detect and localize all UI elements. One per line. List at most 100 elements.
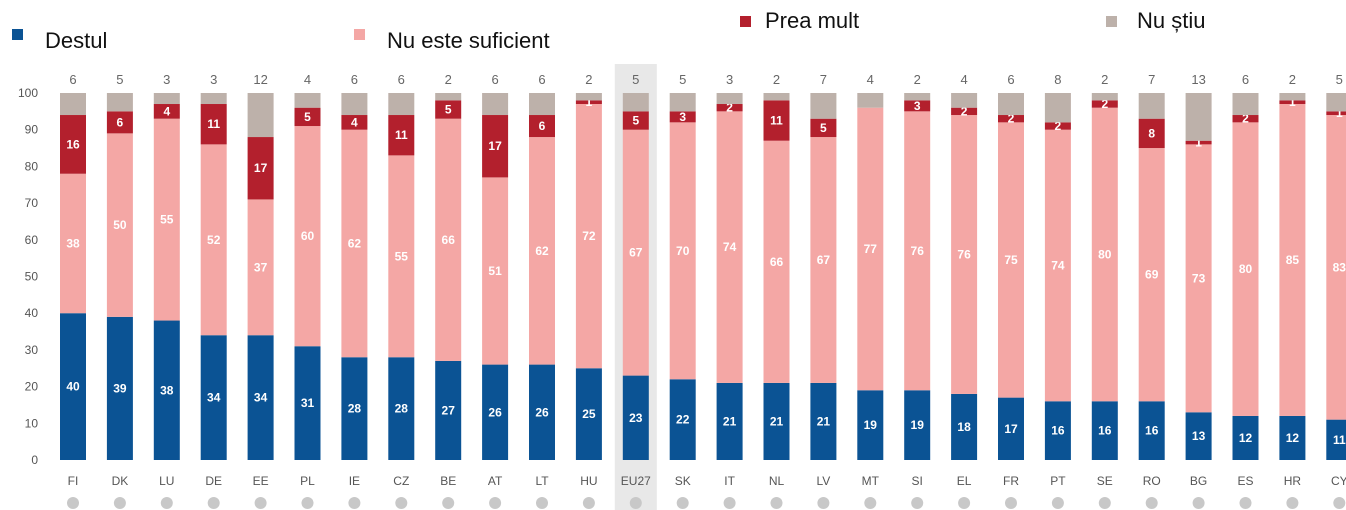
bar-segment-nu-tiu-fr [998, 93, 1024, 116]
data-label-dk-2: 6 [117, 115, 124, 129]
data-label-es-1: 80 [1239, 262, 1253, 276]
y-tick-label: 20 [25, 380, 39, 394]
bar-segment-prea-mult-it [716, 104, 743, 112]
bar-segment-nu-tiu-cy [1326, 93, 1346, 112]
bar-segment-destul-si [904, 390, 931, 460]
bar-segment-prea-mult-fr [998, 115, 1024, 123]
flag-icon-de [207, 497, 220, 509]
bar-segment-prea-mult-si [904, 100, 931, 112]
top-label-hu: 2 [585, 72, 592, 87]
bar-segment-nu-este-suficient-cy [1326, 115, 1346, 420]
bar-segment-destul-lv [810, 382, 837, 460]
top-label-lv: 7 [820, 72, 827, 87]
data-label-at-1: 51 [488, 264, 502, 278]
data-label-es-2: 2 [1242, 112, 1249, 126]
data-label-cz-1: 55 [395, 249, 409, 263]
category-label-be: BE [440, 474, 456, 488]
bar-segment-nu-tiu-eu27 [622, 93, 649, 112]
data-label-ro-2: 8 [1148, 126, 1155, 140]
legend-item-nu-stiu: Nu știu [1106, 8, 1205, 34]
bar-segment-nu-tiu-hr [1279, 93, 1306, 101]
flag-icon-pl [301, 497, 314, 509]
bar-segment-nu-tiu-it [716, 93, 743, 105]
bar-segment-nu-este-suficient-lt [529, 137, 555, 365]
bar-segment-destul-es [1232, 415, 1259, 460]
flag-icon-mt [864, 497, 877, 509]
bar-segment-nu-este-suficient-eu27 [622, 129, 649, 376]
bar-segment-nu-tiu-ee [247, 93, 274, 138]
data-label-fr-2: 2 [1008, 112, 1015, 126]
bar-segment-prea-mult-pt [1044, 122, 1071, 130]
y-tick-label: 70 [25, 196, 39, 210]
data-label-mt-0: 19 [864, 418, 878, 432]
top-label-pt: 8 [1054, 72, 1061, 87]
bar-segment-nu-tiu-mt [857, 93, 884, 108]
data-label-it-0: 21 [723, 414, 737, 428]
flag-icon-es [1239, 497, 1252, 509]
data-label-ee-0: 34 [254, 391, 268, 405]
data-label-at-2: 17 [488, 139, 502, 153]
y-tick-label: 80 [25, 159, 39, 173]
data-label-se-0: 16 [1098, 424, 1112, 438]
legend-swatch-destul [12, 28, 23, 40]
bar-segment-prea-mult-lt [529, 115, 555, 138]
bar-segment-prea-mult-ro [1138, 118, 1165, 149]
bar-segment-prea-mult-at [482, 115, 509, 178]
top-label-dk: 5 [116, 72, 123, 87]
data-label-sk-2: 3 [679, 110, 686, 124]
top-label-be: 2 [445, 72, 452, 87]
bar-segment-nu-tiu-pl [294, 93, 321, 108]
bar-segment-nu-tiu-bg [1185, 93, 1212, 141]
flag-icon-fr [1005, 497, 1017, 509]
bar-segment-nu-este-suficient-pl [294, 126, 321, 347]
data-label-ee-1: 37 [254, 260, 268, 274]
data-label-de-0: 34 [207, 391, 221, 405]
data-label-es-0: 12 [1239, 431, 1253, 445]
bar-segment-destul-eu27 [622, 375, 649, 460]
data-label-pt-2: 2 [1055, 119, 1062, 133]
data-label-lu-2: 4 [163, 104, 170, 118]
bar-segment-prea-mult-eu27 [622, 111, 649, 130]
data-label-nl-1: 66 [770, 255, 784, 269]
flag-icon-si [911, 497, 924, 509]
category-label-it: IT [724, 474, 735, 488]
top-label-nl: 2 [773, 72, 780, 87]
flag-icon-lt [536, 497, 548, 509]
bar-segment-nu-tiu-el [951, 93, 978, 108]
bar-segment-prea-mult-hu [575, 100, 602, 105]
flag-icon-lv [817, 497, 830, 509]
category-label-de: DE [205, 474, 222, 488]
data-label-hr-1: 85 [1286, 253, 1300, 267]
bar-segment-nu-tiu-cz [388, 93, 415, 116]
bar-segment-nu-este-suficient-ie [341, 129, 368, 358]
flag-icon-sk [676, 497, 689, 509]
data-label-hr-0: 12 [1286, 431, 1300, 445]
bar-segment-destul-sk [669, 379, 696, 460]
data-label-de-2: 11 [207, 117, 220, 131]
top-label-bg: 13 [1191, 72, 1205, 87]
legend-label-nu-stiu: Nu știu [1137, 8, 1206, 33]
bar-segment-destul-hu [575, 368, 602, 460]
data-label-bg-1: 73 [1192, 271, 1206, 285]
bar-segment-destul-cy [1326, 419, 1346, 460]
data-label-ee-2: 17 [254, 161, 268, 175]
category-label-sk: SK [675, 474, 691, 488]
category-label-at: AT [488, 474, 503, 488]
category-label-si: SI [912, 474, 923, 488]
y-tick-label: 90 [25, 123, 39, 137]
category-label-mt: MT [862, 474, 880, 488]
data-label-si-1: 76 [911, 244, 925, 258]
data-label-at-0: 26 [488, 405, 502, 419]
bar-segment-nu-tiu-de [200, 93, 227, 105]
bar-segment-nu-este-suficient-si [904, 111, 931, 391]
bar-segment-prea-mult-fi [60, 115, 86, 174]
data-label-si-0: 19 [911, 418, 925, 432]
category-label-eu27: EU27 [621, 474, 651, 488]
top-label-it: 3 [726, 72, 733, 87]
top-label-si: 2 [914, 72, 921, 87]
bar-segment-prea-mult-se [1091, 100, 1118, 108]
bar-segment-prea-mult-el [951, 107, 978, 116]
legend-item-destul: Destul [12, 14, 107, 54]
bar-segment-destul-nl [763, 382, 790, 460]
